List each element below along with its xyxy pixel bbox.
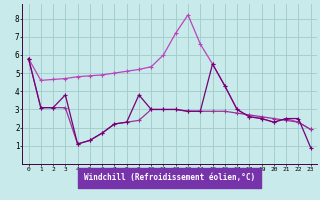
X-axis label: Windchill (Refroidissement éolien,°C): Windchill (Refroidissement éolien,°C)	[84, 173, 255, 182]
